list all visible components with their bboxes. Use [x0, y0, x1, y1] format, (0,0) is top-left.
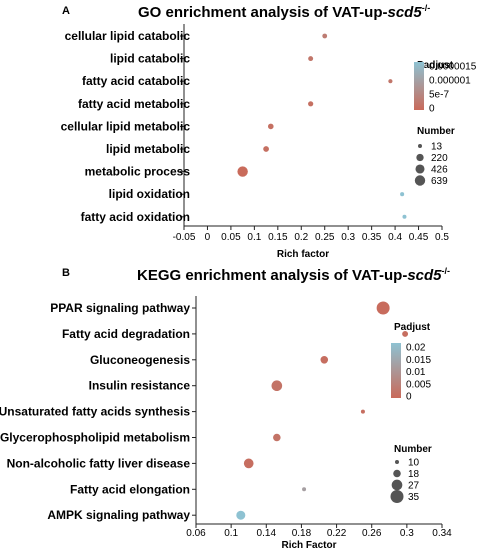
x-tick-label: 0.3 — [341, 232, 355, 243]
panel-b-label: B — [62, 267, 70, 279]
size-legend-dot — [415, 164, 425, 174]
x-axis-label: Rich Factor — [281, 540, 336, 550]
data-point — [263, 146, 269, 152]
size-legend-label: 18 — [408, 469, 420, 480]
data-point — [237, 166, 248, 177]
chart-a-title: GO enrichment analysis of VAT-up-scd5-/- — [138, 3, 430, 21]
y-tick-label: cellular lipid metabolic — [61, 119, 191, 133]
size-legend-label: 10 — [408, 458, 420, 469]
data-point — [308, 56, 314, 62]
color-legend-bar — [414, 62, 424, 110]
size-legend-label: 639 — [431, 176, 448, 187]
size-legend-label: 220 — [431, 153, 448, 164]
color-legend-title: Padjust — [394, 322, 431, 333]
size-legend-dot — [395, 460, 399, 464]
x-tick-label: 0.5 — [435, 232, 449, 243]
size-legend-dot — [393, 469, 401, 478]
data-point — [376, 301, 390, 315]
x-tick-label: 0.1 — [224, 528, 238, 539]
x-tick-label: 0.25 — [315, 232, 335, 243]
color-legend-label: 5e-7 — [429, 90, 449, 101]
x-tick-label: 0.26 — [362, 528, 382, 539]
color-legend-label: 0.01 — [406, 367, 426, 378]
data-point — [388, 79, 393, 84]
size-legend-label: 27 — [408, 481, 420, 492]
size-legend-dot — [391, 479, 403, 491]
y-tick-label: lipid catabolic — [110, 52, 190, 66]
data-point — [402, 330, 409, 337]
data-point — [308, 101, 314, 107]
color-legend-label: 0 — [406, 392, 412, 403]
y-tick-label: lipid oxidation — [109, 187, 190, 201]
x-tick-label: 0.15 — [268, 232, 288, 243]
x-axis-label: Rich factor — [277, 249, 329, 260]
y-tick-label: Glycerophospholipid metabolism — [0, 431, 190, 445]
data-point — [360, 409, 365, 414]
y-tick-label: PPAR signaling pathway — [50, 301, 190, 315]
y-tick-label: Non-alcoholic fatty liver disease — [7, 456, 191, 470]
x-tick-label: 0.06 — [186, 528, 206, 539]
size-legend-label: 13 — [431, 142, 443, 153]
y-tick-label: Gluconeogenesis — [90, 353, 190, 367]
chart-b-plot: PPAR signaling pathway Fatty acid degrada… — [0, 296, 452, 550]
size-legend-dot — [416, 153, 424, 162]
y-tick-label: Fatty acid elongation — [70, 482, 190, 496]
x-tick-label: 0.45 — [409, 232, 429, 243]
color-legend-label: 0 — [429, 104, 435, 115]
chart-a-plot: cellular lipid catabolic lipid catabolic f… — [61, 24, 477, 260]
y-tick-label: AMPK signaling pathway — [47, 508, 190, 522]
size-legend-label: 426 — [431, 165, 448, 176]
size-legend-dot — [414, 175, 426, 186]
size-legend-title: Number — [417, 126, 455, 137]
y-tick-label: lipid metabolic — [106, 142, 190, 156]
x-tick-label: 0.1 — [247, 232, 261, 243]
y-tick-label: fatty acid catabolic — [82, 74, 190, 88]
color-legend-label: 0.02 — [406, 343, 426, 354]
y-tick-label: fatty acid metabolic — [78, 97, 190, 111]
data-point — [267, 123, 274, 130]
data-point — [243, 458, 254, 469]
y-tick-label: Unsaturated fatty acids synthesis — [0, 405, 190, 419]
x-tick-label: 0.3 — [400, 528, 414, 539]
data-point — [271, 380, 283, 392]
y-tick-label: metabolic process — [85, 165, 191, 179]
chart-b-title: KEGG enrichment analysis of VAT-up-scd5-… — [137, 266, 450, 284]
y-tick-label: fatty acid oxidation — [81, 210, 190, 224]
data-point — [402, 214, 407, 219]
data-point — [322, 33, 328, 39]
x-tick-label: 0 — [205, 232, 211, 243]
x-tick-label: 0.34 — [432, 528, 452, 539]
data-point — [400, 192, 405, 197]
data-point — [320, 356, 329, 364]
data-point — [236, 510, 246, 520]
x-tick-label: 0.18 — [292, 528, 312, 539]
x-tick-label: 0.22 — [327, 528, 347, 539]
size-legend-label: 35 — [408, 492, 420, 503]
color-legend-title: Padjust — [417, 60, 454, 71]
size-legend-title: Number — [394, 444, 432, 455]
x-tick-label: 0.14 — [257, 528, 277, 539]
x-tick-label: 0.2 — [294, 232, 308, 243]
x-tick-label: 0.4 — [388, 232, 402, 243]
x-tick-label: -0.05 — [173, 232, 196, 243]
y-tick-label: Fatty acid degradation — [62, 327, 190, 341]
color-legend-label: 0.015 — [406, 355, 431, 366]
data-point — [273, 433, 281, 442]
size-legend-dot — [390, 490, 404, 503]
color-legend-label: 0.000001 — [429, 76, 471, 87]
color-legend-bar — [391, 343, 401, 398]
data-point — [302, 487, 307, 492]
panel-a-label: A — [62, 5, 70, 17]
y-tick-label: cellular lipid catabolic — [65, 29, 191, 43]
y-tick-label: Insulin resistance — [89, 379, 191, 393]
color-legend-label: 0.005 — [406, 379, 431, 390]
color-legend-label: 0.0000015 — [429, 62, 477, 73]
size-legend-dot — [418, 144, 422, 148]
x-tick-label: 0.35 — [362, 232, 382, 243]
x-tick-label: 0.05 — [221, 232, 241, 243]
